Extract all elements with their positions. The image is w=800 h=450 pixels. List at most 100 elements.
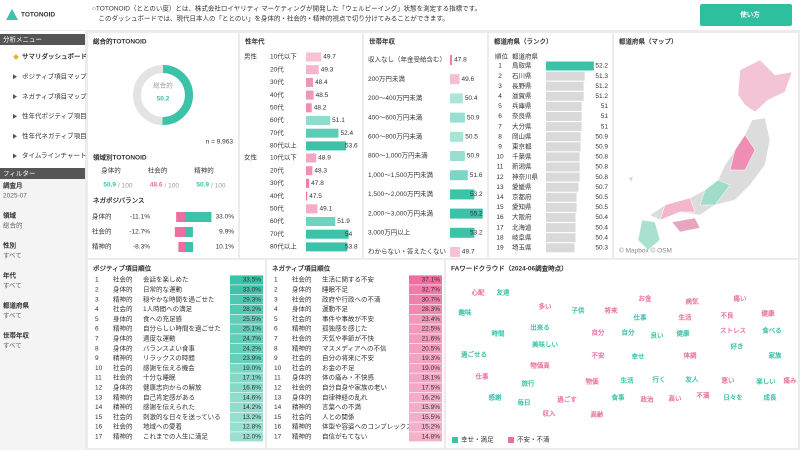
filter-label: 都道府県: [2, 301, 30, 310]
bar: [546, 233, 576, 243]
prefecture-name: 愛知県: [512, 202, 532, 211]
bar: [450, 227, 475, 238]
bar: [546, 132, 581, 142]
rank: 5: [95, 316, 99, 323]
value-label: 19.0%: [422, 365, 441, 372]
prefecture-name: 岡山県: [512, 131, 532, 140]
cloud-word: 悪い: [722, 376, 736, 385]
value-cell: [230, 412, 263, 422]
value-cell: [230, 324, 263, 334]
description: このダッシュボードでは、現代日本人の「ととのい」を身体的・社会的・精神的視点で切…: [92, 14, 449, 23]
panel-title: ポジティブ項目順位: [93, 264, 152, 273]
filter-title-bar: [0, 168, 85, 179]
domain: 社会的: [113, 304, 133, 313]
rank: 8: [95, 345, 99, 352]
filter-area: [0, 170, 85, 450]
section-title: ネガポジバランス: [93, 196, 144, 205]
cloud-word: 美味しい: [532, 340, 559, 349]
bar: [306, 217, 336, 226]
cloud-word: 子供: [572, 306, 586, 315]
gauge-value: 50.2: [157, 96, 170, 103]
value-label: 50.9: [595, 133, 608, 140]
menu-item[interactable]: ネガティブ項目マップ: [22, 91, 87, 100]
sample-size: n = 9,963: [206, 139, 234, 146]
value-label: 50.9: [467, 153, 480, 160]
rank: 1: [95, 277, 99, 284]
positive-bar: [185, 242, 194, 252]
prefecture-name: 滋賀県: [512, 91, 532, 100]
map-credit: © Mapbox © OSM: [619, 247, 672, 255]
value-label: 17.1%: [243, 375, 262, 382]
value-label: 15.2%: [422, 424, 441, 431]
item: 人との関係: [322, 412, 355, 421]
menu-item[interactable]: ポジティブ項目マップ: [22, 72, 87, 81]
value-label: 14.2%: [243, 404, 262, 411]
value-label: 50.4: [465, 95, 478, 102]
filter-value[interactable]: すべて: [3, 312, 22, 320]
cloud-word: 物価: [586, 377, 600, 386]
value-label: 29.3%: [243, 296, 262, 303]
filter-value[interactable]: すべて: [3, 342, 22, 350]
domain: 身体的: [292, 304, 312, 313]
value-cell: [409, 275, 442, 285]
value-label: 55.2: [470, 210, 483, 217]
value-label: 53.2: [470, 230, 483, 237]
value-label: 33.0%: [243, 287, 262, 294]
cloud-word: 物価高: [530, 361, 550, 370]
cloud-word: ストレス: [720, 327, 746, 335]
menu-item[interactable]: 性年代ポジティブ項目: [22, 111, 87, 120]
menu-item[interactable]: 性年代ネガティブ項目: [22, 131, 87, 140]
filter-value[interactable]: すべて: [3, 252, 22, 260]
help-button[interactable]: [700, 4, 792, 26]
domain: 社会的: [113, 422, 133, 431]
bar: [306, 178, 310, 188]
domain: 身体的: [113, 285, 133, 294]
value-label: 53.8: [345, 244, 358, 251]
rank: 7: [498, 123, 502, 130]
rank: 6: [498, 113, 502, 120]
negative-bar: [174, 227, 185, 237]
cloud-word: 不良: [721, 311, 735, 320]
value-label: 50.4: [595, 214, 608, 221]
filter-value[interactable]: すべて: [3, 282, 22, 290]
prefecture-name: 奈良県: [512, 111, 532, 120]
rank: 8: [274, 345, 278, 352]
item: 自信がもてない: [322, 432, 367, 441]
group-label: 男性: [244, 52, 258, 61]
bar: [450, 247, 460, 257]
value-label: 49.1: [319, 206, 332, 213]
filter-value[interactable]: 2025-07: [3, 193, 27, 200]
value-cell: [230, 393, 263, 403]
rank: 15: [95, 414, 103, 421]
bar: [546, 192, 577, 202]
cloud-word: 過ごせる: [460, 350, 487, 359]
value-cell: [409, 393, 442, 403]
domain: 精神的: [292, 402, 312, 411]
rank: 15: [496, 204, 504, 211]
menu-item[interactable]: サマリダッシュボード: [22, 52, 87, 61]
value-label: 22.5%: [422, 326, 441, 333]
item: 運動不足: [322, 304, 349, 313]
value-label: 52.4: [340, 130, 353, 137]
menu-arrow: [13, 113, 17, 119]
value-label: 30.7%: [422, 296, 441, 303]
value-label: 48.2: [314, 105, 327, 112]
gauge-label: 総合的: [153, 81, 173, 90]
domain: 身体的: [113, 334, 133, 343]
filter-value[interactable]: 総合的: [3, 221, 23, 230]
value-label: 50.8: [595, 174, 608, 181]
rank: 14: [496, 194, 504, 201]
bar: [306, 116, 331, 125]
rank: 10: [95, 365, 103, 372]
cloud-word: 体調: [684, 351, 698, 360]
item: 自律神経の乱れ: [322, 392, 368, 401]
value-cell: [409, 285, 442, 295]
header-bar: [0, 0, 800, 30]
menu-item[interactable]: タイムラインチャート: [22, 151, 86, 160]
bar: [306, 103, 312, 113]
value-label: 47.5: [309, 193, 322, 200]
domain-value: 48.6: [150, 182, 163, 189]
cloud-word: 楽しい: [755, 377, 776, 386]
